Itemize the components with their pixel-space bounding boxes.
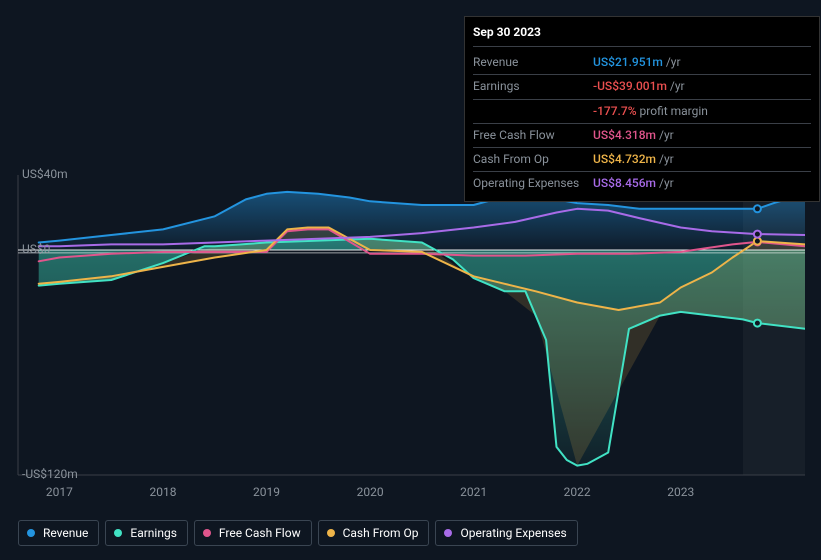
legend-dot-icon — [444, 529, 452, 537]
legend-label: Operating Expenses — [460, 526, 566, 540]
tooltip-title: Sep 30 2023 — [473, 23, 811, 47]
x-tick-label: 2020 — [357, 485, 384, 499]
tooltip-row-value: US$21.951m — [593, 55, 663, 69]
tooltip-row-label: Revenue — [473, 53, 581, 72]
tooltip-row: Operating Expenses US$8.456m/yr — [473, 172, 811, 195]
legend-dot-icon — [327, 529, 335, 537]
x-tick-label: 2023 — [667, 485, 694, 499]
legend-label: Free Cash Flow — [219, 526, 301, 540]
legend-label: Revenue — [43, 526, 88, 540]
x-tick-label: 2022 — [564, 485, 591, 499]
x-tick-label: 2019 — [253, 485, 280, 499]
y-tick-label: -US$120m — [22, 467, 78, 481]
tooltip-row-label: Operating Expenses — [473, 174, 581, 193]
legend-item-opex[interactable]: Operating Expenses — [435, 520, 577, 546]
tooltip-row-unit: /yr — [666, 55, 681, 69]
tooltip-row-unit: /yr — [670, 79, 685, 93]
tooltip-row-label: Earnings — [473, 77, 581, 96]
tooltip-row-value: US$4.732m — [593, 152, 656, 166]
tooltip-row: -177.7%profit margin — [473, 100, 811, 124]
legend-dot-icon — [203, 529, 211, 537]
y-tick-label: US$0 — [22, 242, 50, 256]
legend-label: Earnings — [130, 526, 177, 540]
tooltip-row-unit: /yr — [659, 128, 674, 142]
legend-dot-icon — [27, 529, 35, 537]
legend: Revenue Earnings Free Cash Flow Cash From O… — [18, 520, 578, 546]
tooltip-rows: RevenueUS$21.951m/yrEarnings-US$39.001m/… — [473, 51, 811, 195]
tooltip-row: Earnings -US$39.001m/yr — [473, 75, 811, 99]
legend-item-fcf[interactable]: Free Cash Flow — [194, 520, 312, 546]
legend-dot-icon — [114, 529, 122, 537]
y-tick-label: US$40m — [22, 167, 68, 181]
data-tooltip: Sep 30 2023 RevenueUS$21.951m/yrEarnings… — [464, 16, 820, 202]
legend-label: Cash From Op — [343, 526, 419, 540]
tooltip-row-label: Free Cash Flow — [473, 126, 581, 145]
tooltip-row-unit: profit margin — [640, 104, 708, 118]
tooltip-row: Cash From Op US$4.732m/yr — [473, 148, 811, 172]
tooltip-row-value: -US$39.001m — [593, 79, 667, 93]
x-tick-label: 2018 — [149, 485, 176, 499]
x-tick-label: 2021 — [460, 485, 487, 499]
tooltip-row-value: US$4.318m — [593, 128, 656, 142]
tooltip-row-label — [473, 102, 581, 121]
legend-item-revenue[interactable]: Revenue — [18, 520, 99, 546]
legend-item-earnings[interactable]: Earnings — [105, 520, 188, 546]
legend-item-cash_op[interactable]: Cash From Op — [318, 520, 430, 546]
chart-container: US$40m US$0 -US$120m 2017 2018 2019 2020 2021 2… — [0, 0, 821, 560]
tooltip-row-value: -177.7% — [593, 104, 637, 118]
tooltip-row-unit: /yr — [659, 152, 674, 166]
x-tick-label: 2017 — [46, 485, 73, 499]
tooltip-row: Revenue US$21.951m/yr — [473, 51, 811, 75]
tooltip-row-value: US$8.456m — [593, 176, 656, 190]
tooltip-row-unit: /yr — [659, 176, 674, 190]
tooltip-row: Free Cash Flow US$4.318m/yr — [473, 124, 811, 148]
tooltip-row-label: Cash From Op — [473, 150, 581, 169]
